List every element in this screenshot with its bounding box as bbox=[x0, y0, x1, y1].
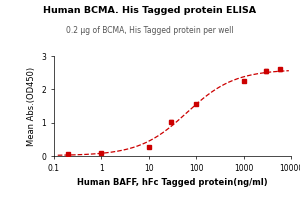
Text: 0.2 μg of BCMA, His Tagged protein per well: 0.2 μg of BCMA, His Tagged protein per w… bbox=[66, 26, 234, 35]
Text: Human BCMA. His Tagged protein ELISA: Human BCMA. His Tagged protein ELISA bbox=[44, 6, 256, 15]
X-axis label: Human BAFF, hFc Tagged protein(ng/ml): Human BAFF, hFc Tagged protein(ng/ml) bbox=[77, 178, 268, 187]
Y-axis label: Mean Abs.(OD450): Mean Abs.(OD450) bbox=[27, 66, 36, 146]
